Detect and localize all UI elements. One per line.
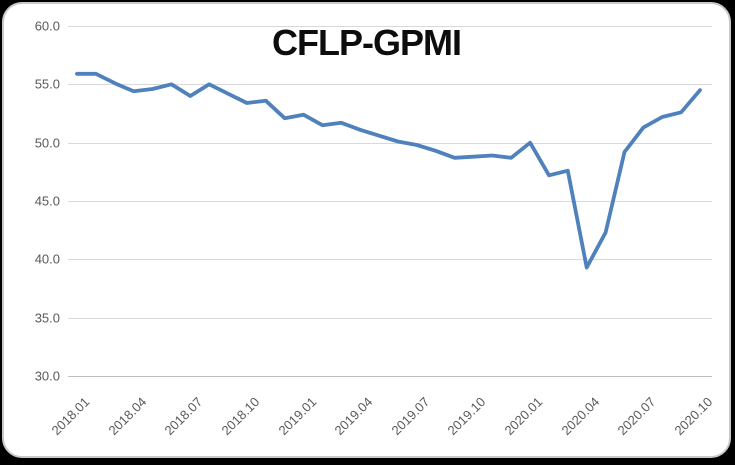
y-tick-label: 55.0 xyxy=(34,76,60,92)
line-series-CFLP-GPMI xyxy=(75,71,702,270)
gridline-40.0 xyxy=(68,259,712,260)
y-tick-label: 45.0 xyxy=(34,193,60,209)
y-tick-label: 60.0 xyxy=(34,18,60,34)
y-tick-label: 30.0 xyxy=(34,368,60,384)
gridline-30.0 xyxy=(68,376,712,377)
y-tick-label: 40.0 xyxy=(34,251,60,267)
y-tick-label: 35.0 xyxy=(34,310,60,326)
chart-title: CFLP-GPMI xyxy=(272,22,462,63)
gridline-55.0 xyxy=(68,84,712,85)
chart-card: CFLP-GPMI xyxy=(2,2,731,458)
y-tick-label: 50.0 xyxy=(34,135,60,151)
gridline-50.0 xyxy=(68,143,712,144)
gridline-60.0 xyxy=(68,26,712,27)
gridline-45.0 xyxy=(68,201,712,202)
gridline-35.0 xyxy=(68,318,712,319)
